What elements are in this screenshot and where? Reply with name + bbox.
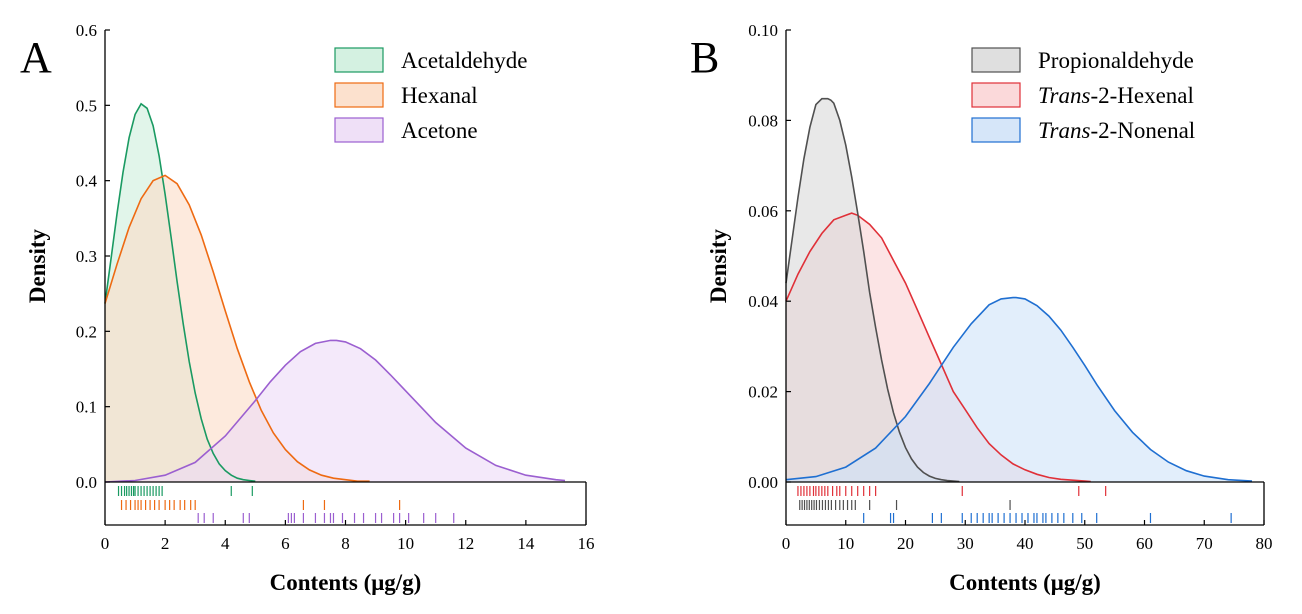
legend-label: Acetone	[401, 118, 478, 143]
y-tick-label: 0.06	[748, 202, 778, 221]
legend-label-italic: Trans	[1038, 118, 1090, 143]
x-tick-label: 2	[161, 534, 170, 553]
x-tick-label: 70	[1196, 534, 1213, 553]
x-tick-label: 12	[457, 534, 474, 553]
legend-swatch	[971, 47, 1021, 73]
y-tick-label: 0.1	[76, 398, 97, 417]
y-tick-label: 0.10	[748, 21, 778, 40]
y-tick-label: 0.04	[748, 292, 778, 311]
y-axis-title: Density	[706, 228, 731, 303]
legend-label: Hexanal	[401, 83, 478, 108]
density-line-0	[785, 212, 1091, 483]
panel-label: A	[20, 33, 52, 82]
x-axis-title: Contents (μg/g)	[949, 570, 1101, 595]
y-tick-label: 0.2	[76, 322, 97, 341]
panel-b: 0.00 0.02 0.04 0.06 0.08 0.10 0 10 20 30 40 50 60 70 8…	[690, 21, 1273, 595]
legend-swatch	[334, 47, 384, 73]
x-axis-title: Contents (μg/g)	[270, 570, 422, 595]
legend-swatch	[971, 117, 1021, 143]
y-tick-label: 0.02	[748, 383, 778, 402]
x-tick-label: 6	[281, 534, 290, 553]
legend-label: Acetaldehyde	[401, 48, 527, 73]
x-tick-label: 60	[1136, 534, 1153, 553]
y-tick-label: 0.00	[748, 473, 778, 492]
x-tick-label: 10	[397, 534, 414, 553]
x-tick-label: 40	[1017, 534, 1034, 553]
density-area-2	[105, 340, 565, 482]
legend-label: Trans-2-Hexenal	[1038, 83, 1194, 108]
density-line-1	[104, 174, 370, 482]
legend-label-italic: Trans	[1038, 83, 1090, 108]
x-tick-label: 0	[782, 534, 791, 553]
panel-a: 0.0 0.1 0.2 0.3 0.4 0.5 0.6 0 2 4 6 8 10 12 14 16 Conten…	[20, 21, 595, 595]
density-area-1	[786, 98, 960, 482]
x-tick-label: 14	[517, 534, 535, 553]
y-tick-label: 0.5	[76, 96, 97, 115]
y-tick-label: 0.4	[76, 172, 98, 191]
panel-label: B	[690, 33, 719, 82]
x-tick-label: 0	[101, 534, 110, 553]
y-tick-label: 0.0	[76, 473, 97, 492]
density-line-2	[785, 296, 1253, 482]
x-tick-label: 20	[897, 534, 914, 553]
density-line-1	[785, 97, 960, 483]
y-axis-title: Density	[25, 228, 50, 303]
y-tick-label: 0.6	[76, 21, 97, 40]
x-tick-label: 8	[341, 534, 350, 553]
y-tick-label: 0.08	[748, 111, 778, 130]
legend-label: Trans-2-Nonenal	[1038, 118, 1195, 143]
x-tick-label: 80	[1256, 534, 1273, 553]
density-area-1	[105, 175, 370, 482]
x-tick-label: 4	[221, 534, 230, 553]
x-tick-label: 30	[957, 534, 974, 553]
legend-swatch	[971, 82, 1021, 108]
y-tick-label: 0.3	[76, 247, 97, 266]
density-line-0	[104, 102, 256, 482]
legend-label: Propionaldehyde	[1038, 48, 1194, 73]
legend-label-rest: -2-Hexenal	[1090, 83, 1193, 108]
x-tick-label: 16	[578, 534, 595, 553]
density-line-2	[104, 339, 566, 483]
x-tick-label: 10	[837, 534, 854, 553]
x-tick-label: 50	[1076, 534, 1093, 553]
legend-swatch	[334, 117, 384, 143]
legend-label-rest: -2-Nonenal	[1090, 118, 1195, 143]
legend-swatch	[334, 82, 384, 108]
